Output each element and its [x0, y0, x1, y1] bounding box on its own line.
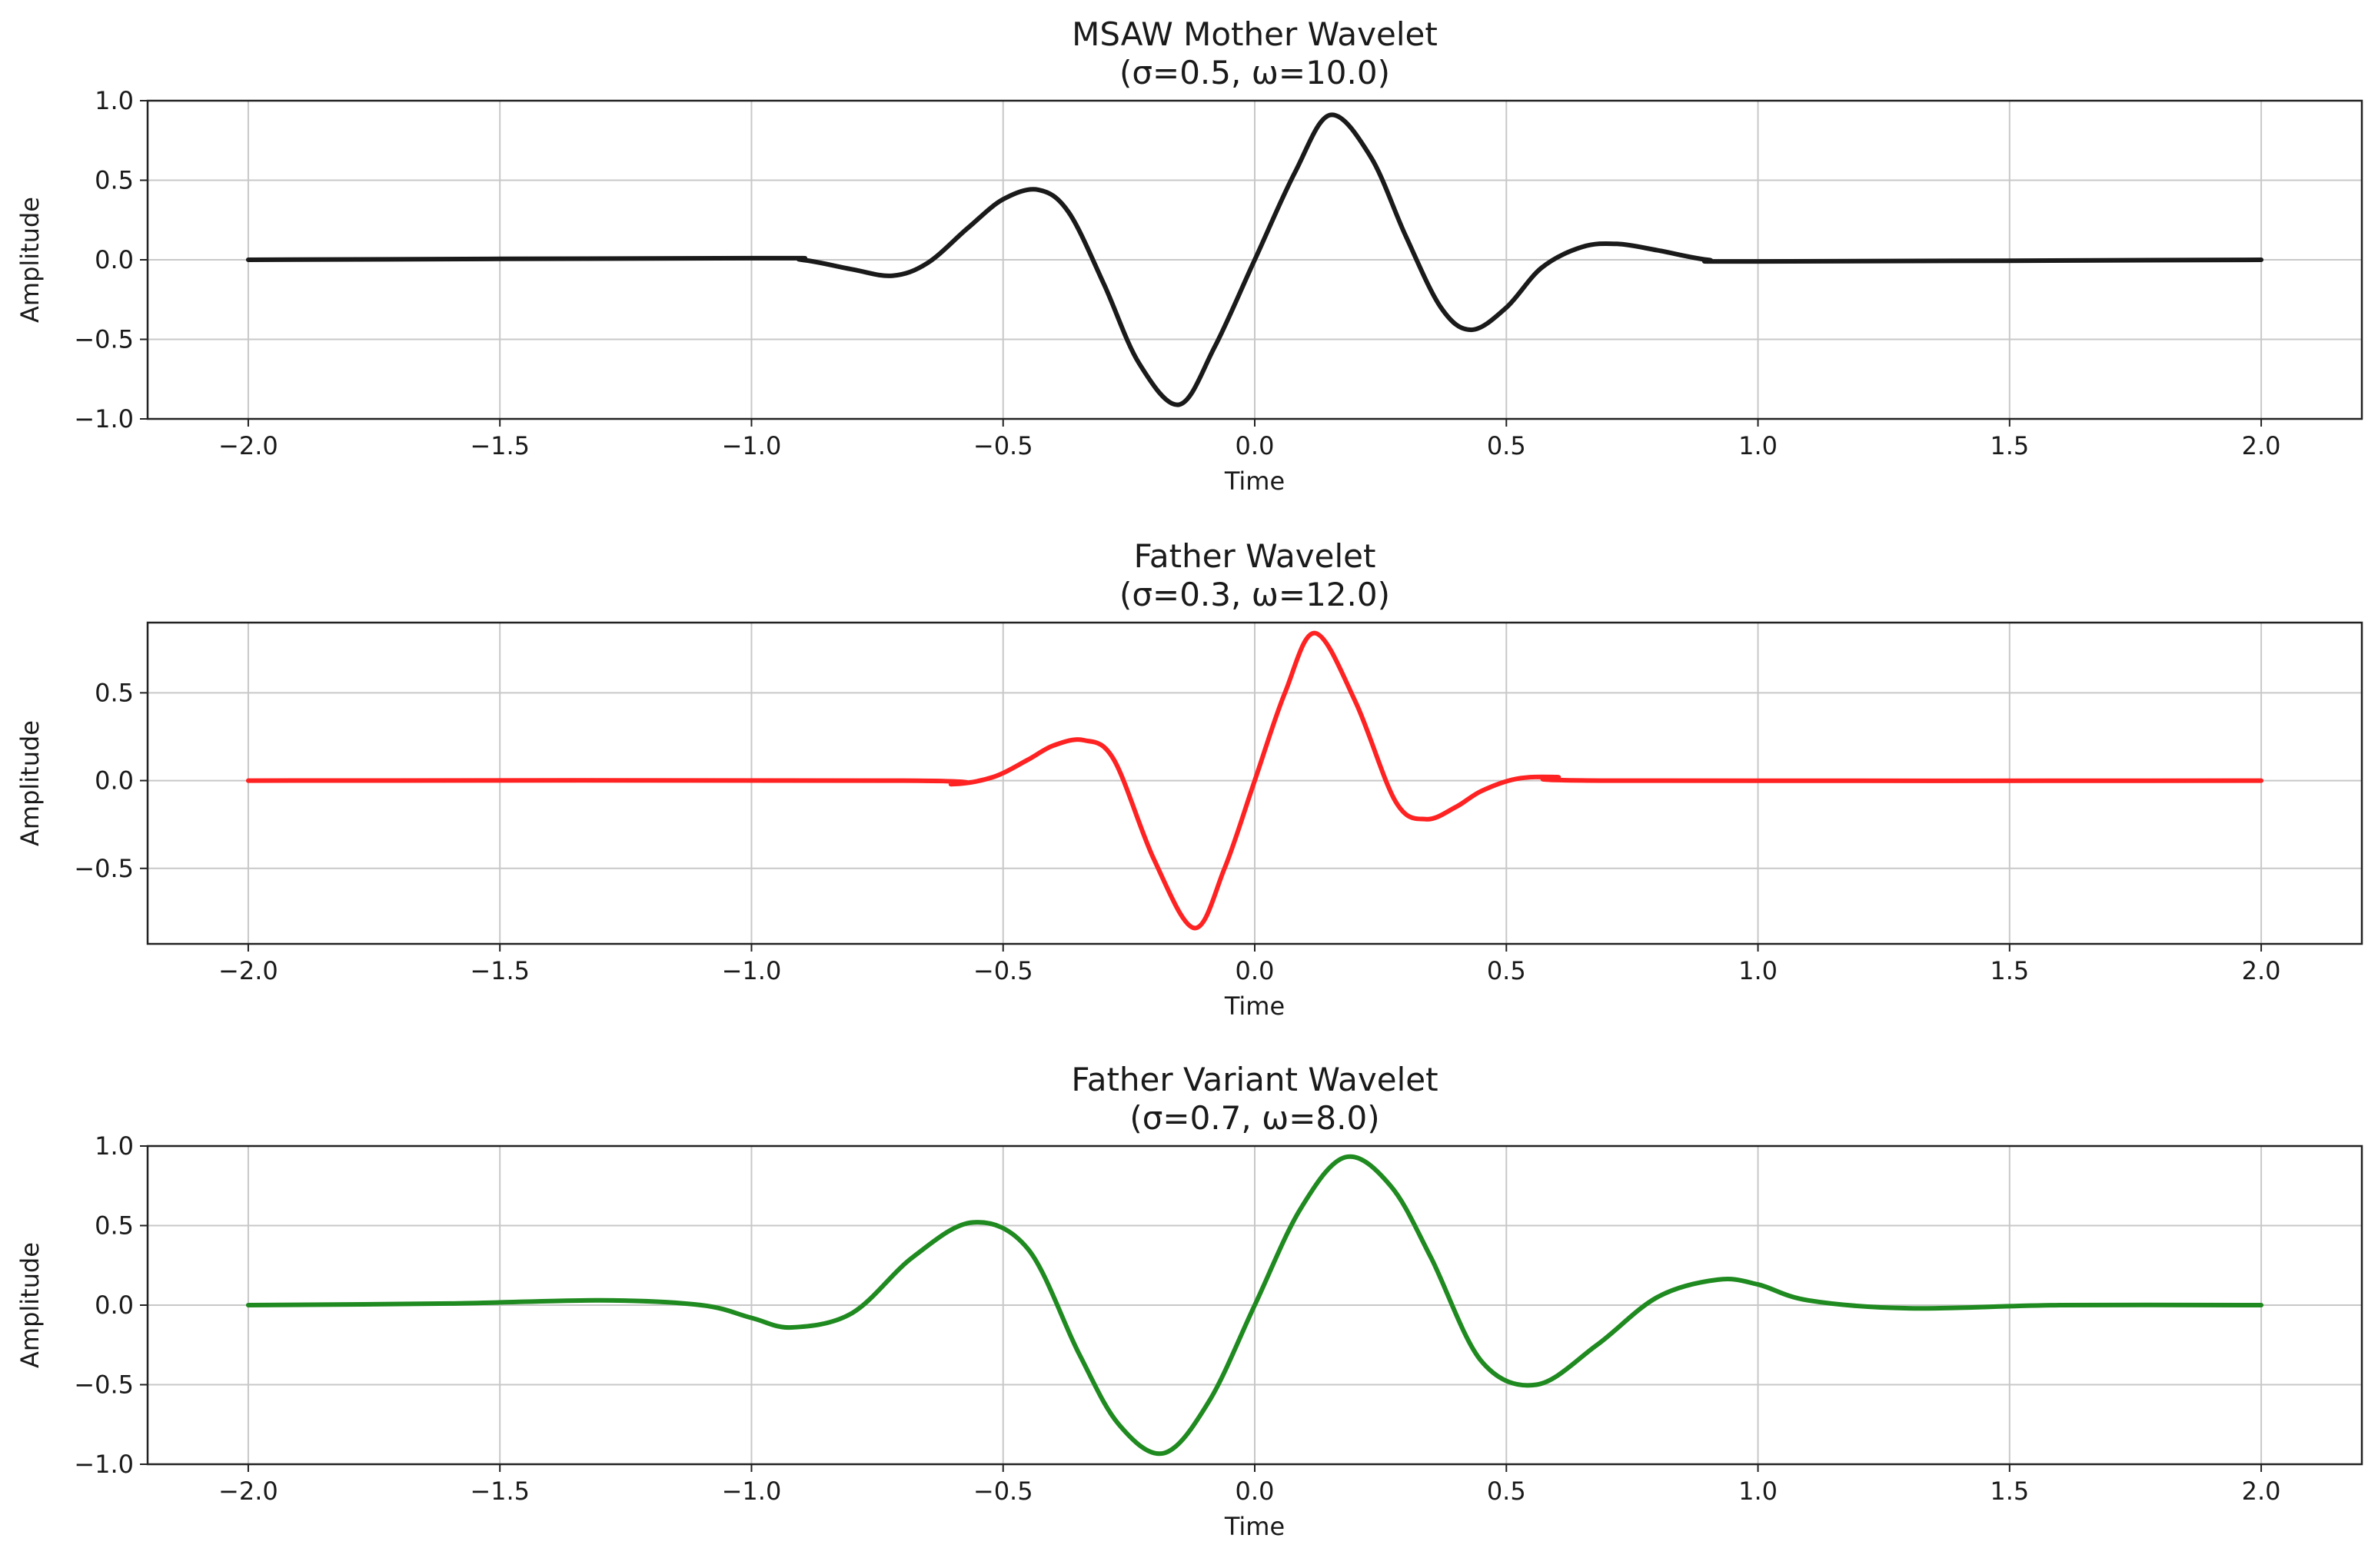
series-line-1	[245, 630, 2264, 931]
y-tick-label: 0.5	[95, 678, 134, 707]
x-tick-label: −2.0	[218, 956, 278, 985]
x-axis-label: Time	[1224, 1512, 1285, 1541]
y-tick-label: 0.0	[95, 1291, 134, 1320]
x-tick-label: 1.0	[1738, 956, 1778, 985]
x-tick-label: 2.0	[2242, 1477, 2281, 1506]
y-tick-label: 0.0	[95, 245, 134, 274]
axes-frame	[146, 621, 2363, 945]
subplot-title: Father Variant Wavelet	[1071, 1061, 1438, 1098]
x-tick-label: −1.5	[470, 1477, 530, 1506]
x-tick-label: −1.5	[470, 956, 530, 985]
x-tick-label: −1.0	[722, 1477, 782, 1506]
x-tick-label: 1.0	[1738, 1477, 1778, 1506]
y-tick-label: −1.0	[74, 1450, 134, 1479]
x-axis-label: Time	[1224, 467, 1285, 496]
subplot-subtitle: (σ=0.7, ω=8.0)	[1129, 1099, 1379, 1137]
x-tick-label: −0.5	[973, 431, 1033, 460]
y-tick-label: 0.0	[95, 766, 134, 796]
x-axis-label: Time	[1224, 992, 1285, 1021]
subplots: MSAW Mother Wavelet(σ=0.5, ω=10.0) −2.0 −1…	[15, 15, 2363, 1541]
y-axis-label: Amplitude	[15, 197, 45, 323]
y-tick-label: −0.5	[74, 854, 134, 883]
x-tick-label: 2.0	[2242, 431, 2281, 460]
series-line-1	[245, 112, 2264, 407]
x-tick-label: 0.0	[1236, 1477, 1275, 1506]
subplot-subtitle: (σ=0.3, ω=12.0)	[1119, 576, 1390, 613]
x-tick-label: 1.5	[1990, 956, 2029, 985]
x-tick-label: 1.0	[1738, 431, 1778, 460]
x-tick-label: 1.5	[1990, 431, 2029, 460]
y-tick-label: 1.0	[95, 86, 134, 115]
x-tick-label: 0.0	[1236, 956, 1275, 985]
subplot-title: MSAW Mother Wavelet	[1072, 15, 1438, 53]
y-tick-label: 1.0	[95, 1131, 134, 1161]
y-tick-label: 0.5	[95, 1211, 134, 1241]
axes-frame	[146, 1144, 2363, 1466]
subplot-1: MSAW Mother Wavelet(σ=0.5, ω=10.0) −2.0 −1…	[15, 15, 2363, 496]
y-tick-label: −1.0	[74, 404, 134, 434]
y-tick-label: 0.5	[95, 166, 134, 195]
x-tick-label: −0.5	[973, 1477, 1033, 1506]
x-tick-label: −1.0	[722, 431, 782, 460]
x-tick-label: −1.0	[722, 956, 782, 985]
x-tick-label: −1.5	[470, 431, 530, 460]
x-tick-label: 0.0	[1236, 431, 1275, 460]
subplot-3: Father Variant Wavelet(σ=0.7, ω=8.0) −2.0…	[15, 1061, 2363, 1541]
y-tick-label: −0.5	[74, 1370, 134, 1400]
subplot-2: Father Wavelet(σ=0.3, ω=12.0) −2.0 −1.5 −1.…	[15, 537, 2363, 1021]
series-line-1	[245, 1154, 2264, 1457]
x-tick-label: 1.5	[1990, 1477, 2029, 1506]
x-tick-label: 2.0	[2242, 956, 2281, 985]
x-tick-label: 0.5	[1487, 431, 1526, 460]
axes-frame	[146, 99, 2363, 420]
x-tick-label: −2.0	[218, 431, 278, 460]
y-tick-label: −0.5	[74, 325, 134, 354]
y-axis-label: Amplitude	[15, 1242, 45, 1368]
x-tick-label: −2.0	[218, 1477, 278, 1506]
subplot-subtitle: (σ=0.5, ω=10.0)	[1119, 54, 1390, 91]
x-tick-label: 0.5	[1487, 1477, 1526, 1506]
x-tick-label: 0.5	[1487, 956, 1526, 985]
x-tick-label: −0.5	[973, 956, 1033, 985]
y-axis-label: Amplitude	[15, 720, 45, 846]
subplot-title: Father Wavelet	[1134, 537, 1376, 575]
